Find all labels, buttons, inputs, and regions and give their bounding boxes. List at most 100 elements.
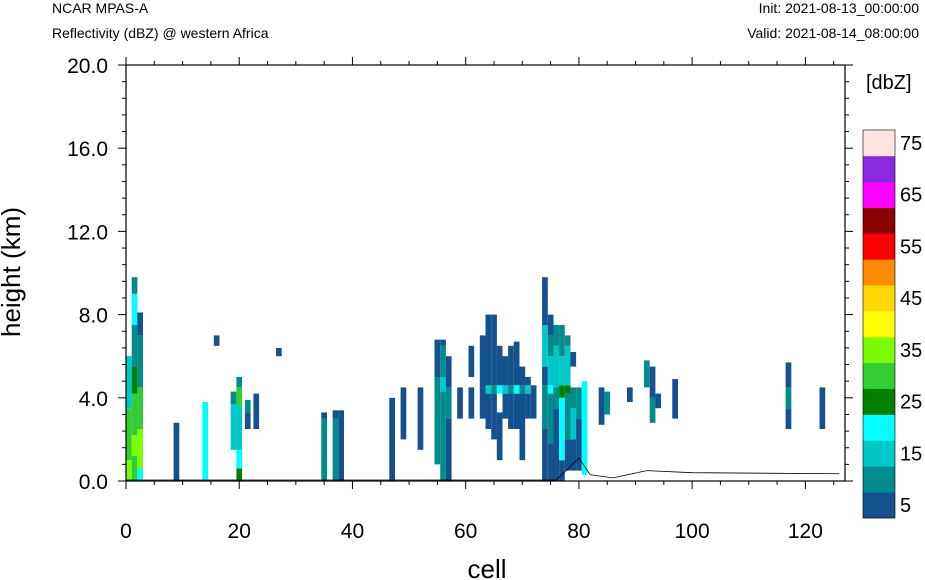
reflectivity-cell (519, 393, 526, 461)
reflectivity-cell (519, 385, 526, 394)
x-tick-label: 100 (675, 520, 710, 543)
colorbar-label: 5 (900, 495, 911, 517)
reflectivity-cell (513, 393, 520, 429)
colorbar-swatch (863, 362, 895, 389)
reflectivity-cell (173, 422, 180, 481)
reflectivity-cell (131, 325, 138, 367)
reflectivity-cell (570, 439, 577, 471)
reflectivity-cell (570, 387, 577, 409)
reflectivity-cell (137, 429, 143, 469)
terrain-profile (126, 457, 840, 481)
reflectivity-cell (137, 312, 143, 336)
reflectivity-cell (479, 335, 486, 388)
reflectivity-cell (202, 402, 209, 481)
colorbar-label: 55 (900, 236, 922, 258)
y-axis-label: height (km) (0, 207, 26, 337)
reflectivity-cell (440, 345, 446, 377)
colorbar-swatch (863, 440, 895, 467)
reflectivity-cell (785, 387, 792, 409)
colorbar-swatch (863, 388, 895, 415)
reflectivity-cell (236, 377, 243, 388)
reflectivity-cell (131, 393, 138, 436)
reflectivity-cell (321, 412, 327, 419)
colorbar-swatch (863, 130, 895, 157)
reflectivity-cell (547, 443, 554, 481)
reflectivity-cell (530, 385, 537, 419)
reflectivity-cell (332, 418, 339, 481)
reflectivity-cell (230, 391, 237, 405)
reflectivity-cell (137, 468, 143, 481)
colorbar: [dbZ] 5 15 25 35 45 55 65 75 (862, 72, 922, 519)
x-tick-label: 40 (341, 520, 364, 543)
colorbar-swatch (863, 336, 895, 364)
reflectivity-cell (559, 325, 565, 357)
reflectivity-cell (445, 387, 452, 419)
colorbar-label: 65 (900, 185, 922, 207)
reflectivity-cell (440, 391, 446, 481)
x-axis: 0 20 40 60 80 100 120 (120, 57, 835, 543)
colorbar-swatch (863, 155, 895, 183)
x-tick-label: 0 (120, 520, 132, 543)
reflectivity-cell (131, 435, 138, 456)
colorbar-swatch (863, 207, 895, 234)
reflectivity-cell (570, 408, 577, 440)
colorbar-swatch (863, 181, 895, 208)
reflectivity-cell (321, 418, 327, 481)
colorbar-label: 15 (900, 443, 922, 465)
reflectivity-cell (542, 277, 548, 325)
y-tick-label: 16.0 (67, 138, 108, 161)
reflectivity-cell (434, 377, 441, 465)
reflectivity-cell (332, 410, 339, 419)
colorbar-swatch (863, 414, 895, 441)
terrain-line (126, 457, 840, 481)
reflectivity-cell (126, 408, 132, 461)
reflectivity-cell (491, 393, 497, 440)
reflectivity-cell (491, 385, 497, 394)
reflectivity-cell (581, 381, 588, 475)
reflectivity-cell (496, 345, 503, 386)
reflectivity-cell (564, 335, 571, 346)
colorbar-label: 25 (900, 392, 922, 414)
reflectivity-cell (576, 418, 582, 471)
reflectivity-cell (485, 314, 492, 386)
reflectivity-cell (547, 335, 554, 357)
reflectivity-cell (236, 406, 243, 450)
colorbar-border (862, 129, 896, 519)
reflectivity-cell (672, 379, 678, 419)
reflectivity-cell (655, 393, 661, 409)
reflectivity-cell (553, 387, 560, 409)
reflectivity-cell (547, 314, 554, 336)
model-name: NCAR MPAS-A (52, 0, 149, 16)
reflectivity-cell (559, 397, 565, 461)
reflectivity-cell (244, 399, 251, 413)
plot-subtitle: Reflectivity (dBZ) @ western Africa (52, 25, 269, 41)
reflectivity-cell (785, 362, 792, 388)
reflectivity-cell (508, 345, 514, 386)
reflectivity-cell (559, 385, 565, 398)
reflectivity-cell (785, 408, 792, 429)
reflectivity-cell (547, 356, 554, 386)
y-tick-label: 0.0 (79, 471, 108, 494)
x-tick-label: 60 (454, 520, 477, 543)
reflectivity-cell (508, 385, 514, 394)
x-tick-label: 20 (228, 520, 251, 543)
reflectivity-cell (627, 387, 633, 402)
reflectivity-cell (440, 377, 446, 392)
reflectivity-cell (502, 393, 509, 419)
reflectivity-cell (547, 393, 554, 444)
x-tick-label: 80 (567, 520, 590, 543)
reflectivity-cell (564, 393, 571, 440)
reflectivity-cell (445, 418, 452, 481)
reflectivity-cell (542, 385, 548, 429)
reflectivity-cell (604, 391, 611, 415)
reflectivity-cell (559, 356, 565, 386)
colorbar-label: 35 (900, 340, 922, 362)
reflectivity-cell (525, 377, 531, 386)
x-tick-label: 120 (788, 520, 823, 543)
reflectivity-cell (131, 456, 138, 481)
reflectivity-cell (496, 412, 503, 461)
reflectivity-cell (213, 335, 220, 346)
colorbar-swatch (863, 492, 895, 519)
reflectivity-cell (542, 429, 548, 481)
